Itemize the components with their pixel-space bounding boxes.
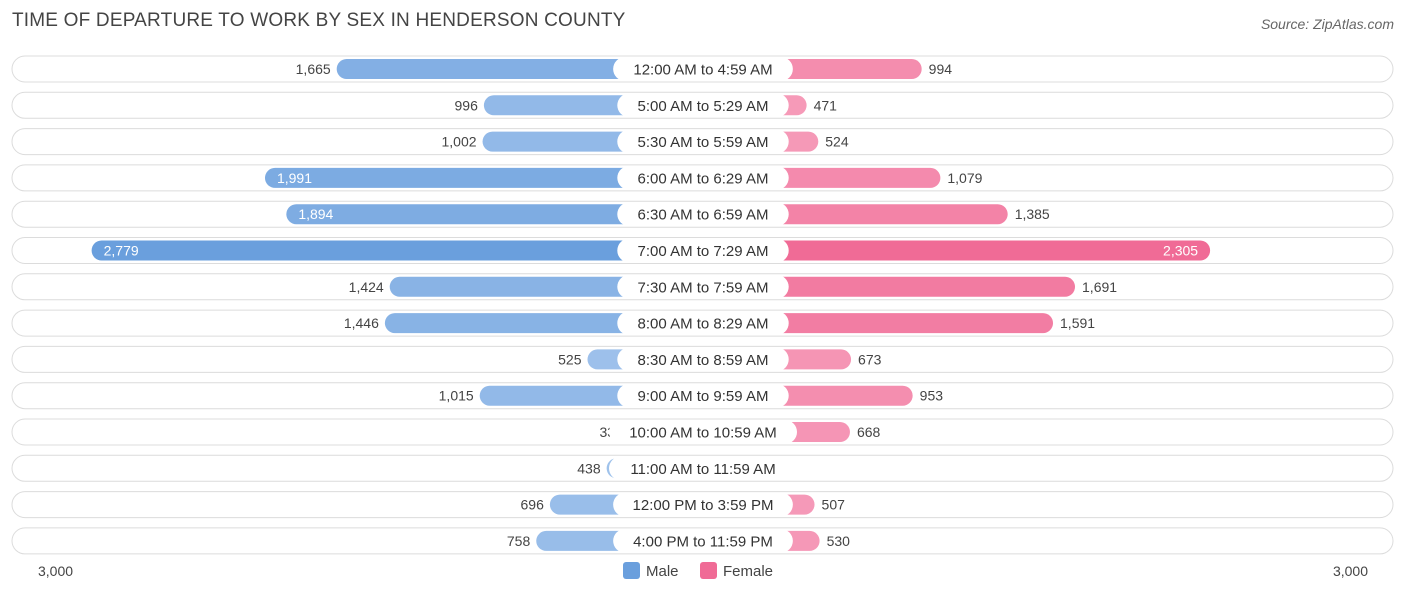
axis-label-left: 3,000: [38, 563, 73, 579]
category-pill: [617, 202, 789, 227]
category-pill: [609, 456, 797, 481]
category-label: 12:00 PM to 3:59 PM: [633, 497, 774, 514]
category-pill: [617, 274, 789, 299]
chart-source: Source: ZipAtlas.com: [1260, 16, 1394, 32]
category-pill: [613, 528, 793, 553]
male-value-label: 1,991: [277, 170, 312, 186]
female-value-label: 471: [814, 97, 838, 113]
female-value-label: 507: [822, 497, 846, 513]
female-value-label: 524: [825, 134, 849, 150]
female-value-label: 673: [858, 351, 882, 367]
category-label: 7:30 AM to 7:59 AM: [638, 279, 769, 296]
female-value-label: 1,691: [1082, 279, 1117, 295]
female-value-label: 2,305: [1163, 243, 1198, 259]
male-value-label: 1,424: [349, 279, 384, 295]
category-label: 12:00 AM to 4:59 AM: [633, 62, 772, 79]
category-pill: [617, 165, 789, 190]
legend-male-swatch: [623, 562, 640, 579]
category-label: 6:00 AM to 6:29 AM: [638, 170, 769, 187]
category-pill: [617, 238, 789, 263]
category-label: 10:00 AM to 10:59 AM: [629, 425, 777, 442]
male-bar: [91, 240, 704, 261]
female-value-label: 1,385: [1015, 206, 1050, 222]
male-bar: [286, 204, 703, 225]
female-bar: [703, 240, 1211, 261]
category-label: 6:30 AM to 6:59 AM: [638, 207, 769, 224]
legend-female-label: Female: [723, 563, 773, 580]
axis-label-right: 3,000: [1333, 563, 1368, 579]
category-pill: [617, 129, 789, 154]
category-pill: [609, 420, 797, 444]
category-label: 4:00 PM to 11:59 PM: [633, 533, 773, 550]
female-bar: [703, 276, 1076, 297]
female-value-label: 668: [857, 424, 881, 440]
male-value-label: 1,446: [344, 315, 379, 331]
category-label: 9:00 AM to 9:59 AM: [638, 388, 769, 405]
category-label: 8:30 AM to 8:59 AM: [638, 352, 769, 369]
male-bar: [264, 167, 703, 188]
category-pill: [617, 311, 789, 336]
male-value-label: 2,779: [104, 243, 139, 259]
male-value-label: 696: [521, 497, 545, 513]
female-value-label: 994: [929, 61, 953, 77]
male-value-label: 1,002: [442, 134, 477, 150]
category-pill: [617, 347, 789, 372]
category-label: 7:00 AM to 7:29 AM: [638, 243, 769, 260]
male-value-label: 1,894: [298, 206, 333, 222]
male-value-label: 438: [577, 460, 601, 476]
female-bar: [703, 313, 1054, 334]
male-value-label: 1,015: [439, 388, 474, 404]
female-value-label: 1,591: [1060, 315, 1095, 331]
male-value-label: 996: [455, 97, 479, 113]
category-pill: [613, 57, 793, 81]
category-pill: [613, 492, 793, 517]
male-bar: [336, 59, 703, 79]
male-value-label: 1,665: [296, 61, 331, 77]
legend-female-swatch: [700, 562, 717, 579]
category-label: 8:00 AM to 8:29 AM: [638, 316, 769, 333]
legend-male-label: Male: [646, 563, 679, 580]
female-value-label: 530: [827, 533, 851, 549]
category-pill: [617, 383, 789, 408]
category-label: 5:00 AM to 5:29 AM: [638, 98, 769, 115]
female-value-label: 953: [920, 388, 944, 404]
chart-title: TIME OF DEPARTURE TO WORK BY SEX IN HEND…: [12, 10, 626, 31]
male-value-label: 525: [558, 351, 582, 367]
male-value-label: 758: [507, 533, 531, 549]
category-label: 11:00 AM to 11:59 AM: [630, 461, 775, 478]
category-label: 5:30 AM to 5:59 AM: [638, 134, 769, 151]
female-value-label: 1,079: [947, 170, 982, 186]
category-pill: [617, 93, 789, 118]
